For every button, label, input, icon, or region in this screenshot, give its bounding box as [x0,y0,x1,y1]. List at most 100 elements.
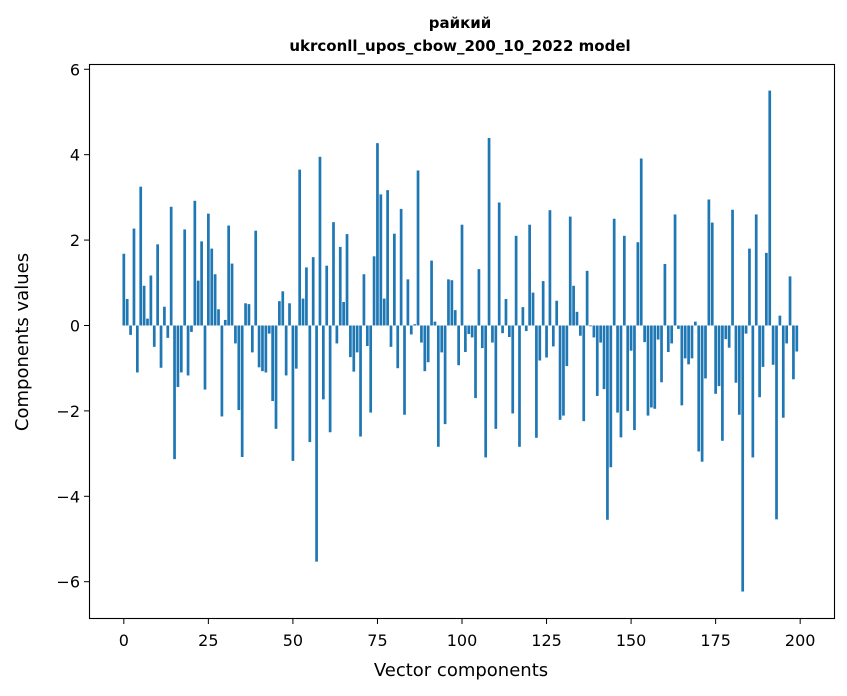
bar [497,202,501,326]
bar [602,325,606,390]
bar [335,325,339,344]
bar [663,263,667,326]
chart-title: райкий [429,14,492,32]
bar [207,213,210,326]
bar [538,325,542,361]
bar [616,325,619,413]
bar [558,325,562,420]
bar [288,303,291,326]
y-tick-label: −4 [56,487,80,506]
bar [450,280,454,326]
bar [734,325,738,383]
bar [149,275,153,326]
bar [633,325,636,431]
bar [714,325,717,394]
bar [247,304,251,326]
x-axis-ticks: 0 25 50 75 100 125 150 175 200 [119,618,816,650]
bar [298,169,302,326]
bar [190,325,193,332]
y-axis-ticks: −6 −4 −2 0 2 4 6 [56,60,90,592]
y-tick-label: −2 [56,402,80,421]
bar [318,156,322,326]
y-tick-label: 4 [70,146,80,165]
bar [261,325,264,372]
bar [436,325,440,447]
bar [680,325,684,406]
bar [430,260,433,326]
bar [301,298,305,326]
bar [629,325,633,351]
bar [159,325,163,368]
bar [440,325,444,353]
bar [240,325,244,458]
bar [531,292,535,326]
bar [244,303,247,326]
bar [778,315,782,326]
bar [213,274,217,326]
bar [636,242,640,326]
bar [376,143,379,326]
bar [562,325,565,416]
bar [372,256,376,326]
bar [129,325,132,335]
bar [281,291,285,326]
bar [687,325,690,365]
bar [656,325,660,340]
bar [457,325,460,366]
x-tick-label: 100 [447,631,478,650]
bar [460,224,464,326]
x-tick-label: 75 [367,631,387,650]
bar [724,325,728,340]
bar [690,325,694,359]
x-tick-label: 200 [785,631,816,650]
bar [474,325,477,399]
bar [453,310,457,326]
bar [555,300,559,326]
bar [619,325,623,438]
bar [338,246,342,326]
bar [528,224,531,326]
bar [146,318,149,326]
bar [626,325,630,411]
bar [565,325,569,367]
bar [775,325,778,520]
plot-frame [88,63,836,620]
bar [166,325,170,338]
bar [355,325,359,353]
bar [470,325,474,338]
bar [311,257,315,326]
bar [278,301,281,326]
bar [210,248,214,326]
bar [163,306,166,326]
bar [606,325,609,520]
bar [653,325,657,409]
y-tick-label: 6 [70,60,80,79]
bar [349,325,352,358]
bar [697,325,701,452]
bar [717,325,721,387]
bar [443,325,447,425]
bar [582,325,586,422]
bar [220,325,224,417]
bar [592,325,596,338]
bar [754,214,758,326]
bar [196,280,200,326]
bar [785,325,789,344]
bar [494,325,498,429]
y-axis-label: Components values [12,253,33,431]
bar [284,325,288,376]
bar [507,325,511,338]
bar [132,228,136,326]
bar [504,299,508,326]
bar [169,206,173,326]
bar [365,325,369,346]
bar [788,276,792,326]
bar [792,325,795,380]
bar [751,325,755,458]
bar [683,325,687,359]
bar [200,241,203,326]
bar [447,279,450,326]
bar [670,325,674,344]
bar [480,325,484,349]
bar [548,210,552,326]
